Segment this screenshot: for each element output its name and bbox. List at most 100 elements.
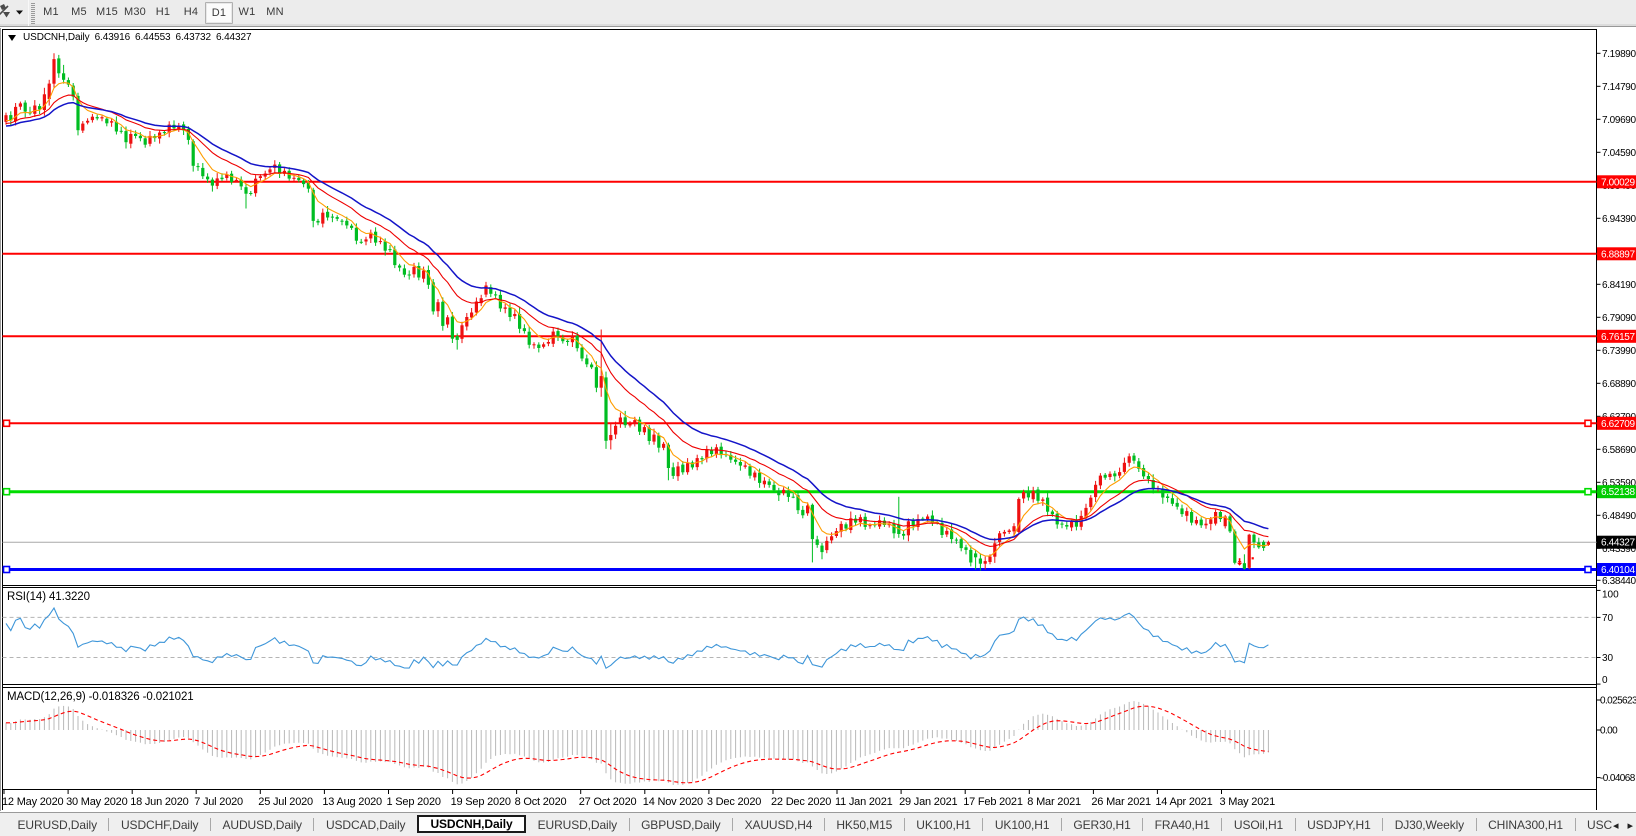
candle-body-up bbox=[662, 443, 666, 448]
symbol-tab-eurusd-daily[interactable]: EURUSD,Daily bbox=[17, 817, 98, 832]
timeframe-button-m5[interactable]: M5 bbox=[71, 6, 87, 18]
symbol-tab-uk100-h1[interactable]: UK100,H1 bbox=[916, 817, 971, 832]
candle-body-up bbox=[806, 505, 810, 514]
tab-scroll-controls: ◂ ▸ bbox=[1607, 814, 1636, 836]
candle-body-up bbox=[599, 376, 603, 388]
hline-anchor-left-6.40104[interactable] bbox=[2, 565, 11, 574]
candle-body-down bbox=[249, 193, 253, 194]
date-tick-label: 18 Jun 2020 bbox=[130, 796, 188, 808]
candle-body-up bbox=[743, 465, 747, 467]
candle-body-up bbox=[1204, 523, 1208, 526]
symbol-tab-eurusd-daily[interactable]: EURUSD,Daily bbox=[537, 817, 618, 832]
timeframes-toolbar: M1 M5 M15 M30 H1 H4 D1 W1 MN bbox=[0, 0, 1636, 27]
symbol-tab-dj30-weekly[interactable]: DJ30,Weekly bbox=[1394, 817, 1465, 832]
symbol-tab-ger30-h1[interactable]: GER30,H1 bbox=[1073, 817, 1131, 832]
candle-body-up bbox=[1194, 520, 1198, 524]
candle-body-down bbox=[978, 558, 982, 564]
hline-anchor-left-6.52138[interactable] bbox=[2, 487, 11, 496]
candle-body-down bbox=[556, 331, 560, 337]
candle-body-down bbox=[143, 138, 147, 145]
timeframe-button-w1[interactable]: W1 bbox=[238, 6, 256, 18]
tab-separator bbox=[903, 818, 905, 831]
sell-arrow-icon[interactable] bbox=[1237, 562, 1243, 566]
symbol-tab-china300-h1[interactable]: CHINA300,H1 bbox=[1488, 817, 1563, 832]
candle-body-down bbox=[810, 504, 814, 540]
timeframe-button-m1[interactable]: M1 bbox=[43, 6, 59, 18]
candle-body-up bbox=[926, 516, 930, 519]
symbol-tab-usdjpy-h1[interactable]: USDJPY,H1 bbox=[1307, 817, 1371, 832]
hline-price-6.52138-box bbox=[1597, 485, 1636, 499]
hline-anchor-right-6.52138[interactable] bbox=[1584, 487, 1592, 496]
candle-body-down bbox=[1161, 488, 1165, 498]
candle-body-up bbox=[686, 463, 690, 473]
date-tick-label: 17 Feb 2021 bbox=[963, 796, 1023, 808]
candle-body-down bbox=[311, 189, 315, 221]
dot-marker[interactable] bbox=[1251, 557, 1254, 560]
candle-body-down bbox=[710, 449, 714, 455]
tab-separator bbox=[982, 818, 984, 831]
symbol-tab-usoil-h1[interactable]: USOil,H1 bbox=[1233, 817, 1284, 832]
symbol-tab-audusd-daily[interactable]: AUDUSD,Daily bbox=[222, 817, 302, 832]
candle-body-up bbox=[412, 266, 416, 275]
candle-body-up bbox=[998, 533, 1002, 542]
candle-body-up bbox=[1089, 497, 1093, 508]
symbol-tab-fra40-h1[interactable]: FRA40,H1 bbox=[1154, 817, 1210, 832]
symbol-tab-usc[interactable]: USC bbox=[1587, 817, 1613, 832]
tab-scroll-left-icon[interactable]: ◂ bbox=[1612, 820, 1619, 832]
candle-body-up bbox=[436, 302, 440, 312]
toolbar-drag-grip[interactable] bbox=[31, 2, 36, 24]
timeframe-button-h4[interactable]: H4 bbox=[183, 6, 199, 18]
candle-body-up bbox=[618, 417, 622, 423]
rsi-tick-label: 70 bbox=[1602, 613, 1614, 624]
date-tick-label: 8 Oct 2020 bbox=[515, 796, 567, 808]
timeframe-button-m30[interactable]: M30 bbox=[124, 6, 146, 18]
hline-anchor-right-6.40104[interactable] bbox=[1584, 565, 1592, 574]
timeframe-button-m15[interactable]: M15 bbox=[96, 6, 118, 18]
candle-body-down bbox=[748, 466, 752, 476]
candle-body-down bbox=[1199, 519, 1203, 526]
hline-anchor-right-6.62709[interactable] bbox=[1584, 419, 1592, 428]
candle-body-down bbox=[105, 118, 109, 124]
grip-dash bbox=[31, 19, 35, 20]
timeframe-button-h1[interactable]: H1 bbox=[155, 6, 171, 18]
candle-body-down bbox=[230, 173, 234, 183]
pencil-arrow-icon[interactable] bbox=[0, 4, 10, 18]
date-tick-label: 1 Sep 2020 bbox=[387, 796, 441, 808]
symbol-tab-xauusd-h4[interactable]: XAUUSD,H4 bbox=[744, 817, 813, 832]
candle-body-up bbox=[1118, 472, 1122, 476]
symbol-tab-uk100-h1[interactable]: UK100,H1 bbox=[994, 817, 1050, 832]
candle-body-down bbox=[1142, 468, 1146, 477]
candle-body-down bbox=[623, 417, 627, 426]
quote-open: 6.43916 bbox=[94, 32, 131, 43]
candle-body-down bbox=[162, 132, 166, 134]
candle-body-up bbox=[542, 344, 546, 347]
timeframe-button-d1[interactable]: D1 bbox=[205, 2, 233, 24]
candle-body-up bbox=[110, 121, 114, 123]
hline-anchor-left-6.62709[interactable] bbox=[2, 419, 11, 428]
date-tick-label: 13 Aug 2020 bbox=[322, 796, 382, 808]
symbol-tab-gbpusd-daily[interactable]: GBPUSD,Daily bbox=[641, 817, 721, 832]
candle-body-up bbox=[1214, 512, 1218, 524]
tab-separator bbox=[1382, 818, 1384, 831]
timeframe-button-mn[interactable]: MN bbox=[266, 6, 284, 18]
symbol-tab-usdchf-daily[interactable]: USDCHF,Daily bbox=[120, 817, 199, 832]
candle-body-down bbox=[815, 539, 819, 545]
candle-body-down bbox=[882, 520, 886, 525]
candle-body-up bbox=[484, 285, 488, 295]
caret-down-icon[interactable] bbox=[16, 10, 23, 15]
candle-body-down bbox=[729, 454, 733, 460]
symbol-tab-usdcad-daily[interactable]: USDCAD,Daily bbox=[325, 817, 406, 832]
candle-body-down bbox=[407, 274, 411, 276]
candle-body-down bbox=[786, 490, 790, 497]
hline-price-6.76157-label: 6.76157 bbox=[1601, 332, 1635, 343]
symbol-tab-hk50-m15[interactable]: HK50,M15 bbox=[836, 817, 893, 832]
candle-body-down bbox=[657, 435, 661, 448]
symbol-collapse-icon[interactable] bbox=[8, 34, 16, 41]
candle-body-down bbox=[911, 520, 915, 527]
candle-body-up bbox=[1185, 511, 1189, 516]
candle-body-down bbox=[76, 95, 80, 131]
candle-body-down bbox=[921, 518, 925, 520]
tab-scroll-right-icon[interactable]: ▸ bbox=[1627, 820, 1633, 832]
candle-body-up bbox=[1070, 521, 1074, 528]
symbol-tab-usdcnh-daily[interactable]: USDCNH,Daily bbox=[416, 815, 527, 833]
